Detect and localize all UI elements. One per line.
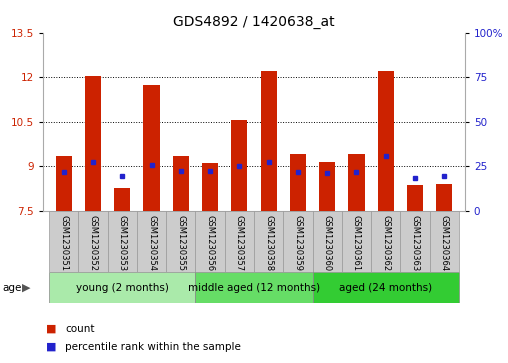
Bar <box>400 211 430 272</box>
Bar <box>312 272 459 303</box>
Bar <box>261 71 277 211</box>
Bar <box>283 211 312 272</box>
Bar <box>231 120 247 211</box>
Bar <box>225 211 254 272</box>
Text: GSM1230358: GSM1230358 <box>264 216 273 272</box>
Text: aged (24 months): aged (24 months) <box>339 283 432 293</box>
Bar <box>143 85 160 211</box>
Bar <box>78 211 108 272</box>
Bar <box>196 211 225 272</box>
Bar <box>319 162 335 211</box>
Text: GSM1230354: GSM1230354 <box>147 216 156 272</box>
Text: GSM1230364: GSM1230364 <box>440 216 449 272</box>
Bar <box>49 272 196 303</box>
Bar <box>312 211 342 272</box>
Bar <box>85 76 101 211</box>
Text: GSM1230363: GSM1230363 <box>410 216 420 272</box>
Bar <box>49 211 78 272</box>
Text: GSM1230351: GSM1230351 <box>59 216 68 272</box>
Bar <box>342 211 371 272</box>
Bar <box>55 156 72 211</box>
Bar <box>166 211 196 272</box>
Text: age: age <box>3 283 22 293</box>
Bar <box>436 184 453 211</box>
Text: GSM1230356: GSM1230356 <box>206 216 214 272</box>
Bar <box>173 156 189 211</box>
Bar <box>196 272 312 303</box>
Text: GSM1230360: GSM1230360 <box>323 216 332 272</box>
Text: GSM1230361: GSM1230361 <box>352 216 361 272</box>
Bar <box>378 71 394 211</box>
Text: count: count <box>65 323 94 334</box>
Bar <box>254 211 283 272</box>
Title: GDS4892 / 1420638_at: GDS4892 / 1420638_at <box>173 15 335 29</box>
Bar <box>202 163 218 211</box>
Text: GSM1230357: GSM1230357 <box>235 216 244 272</box>
Text: ▶: ▶ <box>22 283 30 293</box>
Text: GSM1230359: GSM1230359 <box>294 216 302 272</box>
Text: GSM1230362: GSM1230362 <box>382 216 390 272</box>
Text: ■: ■ <box>46 323 56 334</box>
Bar <box>290 154 306 211</box>
Bar <box>348 154 365 211</box>
Bar <box>430 211 459 272</box>
Bar <box>407 185 423 211</box>
Bar <box>114 188 130 211</box>
Text: percentile rank within the sample: percentile rank within the sample <box>65 342 241 352</box>
Text: young (2 months): young (2 months) <box>76 283 169 293</box>
Text: ■: ■ <box>46 342 56 352</box>
Text: middle aged (12 months): middle aged (12 months) <box>188 283 320 293</box>
Text: GSM1230352: GSM1230352 <box>88 216 98 272</box>
Bar <box>108 211 137 272</box>
Text: GSM1230353: GSM1230353 <box>118 216 126 272</box>
Text: GSM1230355: GSM1230355 <box>176 216 185 272</box>
Bar <box>137 211 166 272</box>
Bar <box>371 211 400 272</box>
